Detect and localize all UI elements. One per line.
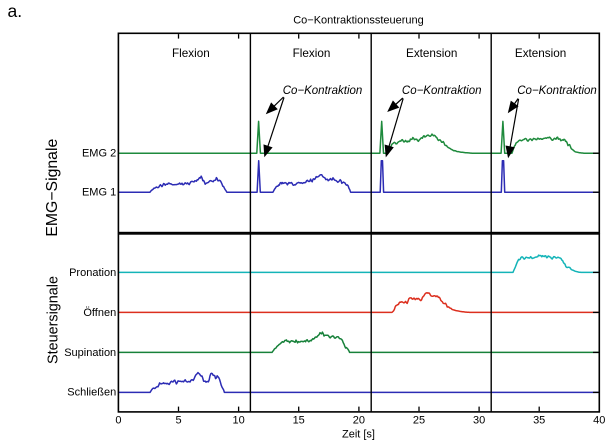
- svg-text:30: 30: [473, 415, 485, 427]
- svg-text:25: 25: [413, 415, 425, 427]
- svg-text:EMG−Signale: EMG−Signale: [44, 139, 61, 237]
- svg-text:EMG 1: EMG 1: [82, 187, 116, 199]
- svg-text:Co−Kontraktion: Co−Kontraktion: [517, 85, 597, 97]
- svg-text:40: 40: [593, 415, 605, 427]
- svg-text:Co−Kontraktionssteuerung: Co−Kontraktionssteuerung: [293, 14, 424, 26]
- svg-text:Pronation: Pronation: [69, 267, 116, 279]
- svg-text:Extension: Extension: [406, 47, 457, 60]
- svg-text:Flexion: Flexion: [293, 47, 331, 60]
- svg-text:35: 35: [533, 415, 545, 427]
- svg-text:20: 20: [353, 415, 365, 427]
- svg-text:5: 5: [175, 415, 181, 427]
- svg-text:Schließen: Schließen: [67, 387, 116, 399]
- svg-text:EMG 2: EMG 2: [82, 148, 116, 160]
- svg-text:Supination: Supination: [64, 347, 116, 359]
- svg-text:Co−Kontraktion: Co−Kontraktion: [283, 85, 363, 97]
- svg-text:Co−Kontraktion: Co−Kontraktion: [402, 85, 482, 97]
- svg-text:Flexion: Flexion: [172, 47, 210, 60]
- svg-text:10: 10: [232, 415, 244, 427]
- svg-text:Steuersignale: Steuersignale: [46, 276, 62, 364]
- svg-text:0: 0: [115, 415, 121, 427]
- svg-text:a.: a.: [8, 1, 23, 21]
- svg-text:Extension: Extension: [515, 47, 566, 60]
- svg-text:Zeit [s]: Zeit [s]: [342, 429, 375, 441]
- svg-text:15: 15: [293, 415, 305, 427]
- svg-text:Öffnen: Öffnen: [83, 307, 116, 319]
